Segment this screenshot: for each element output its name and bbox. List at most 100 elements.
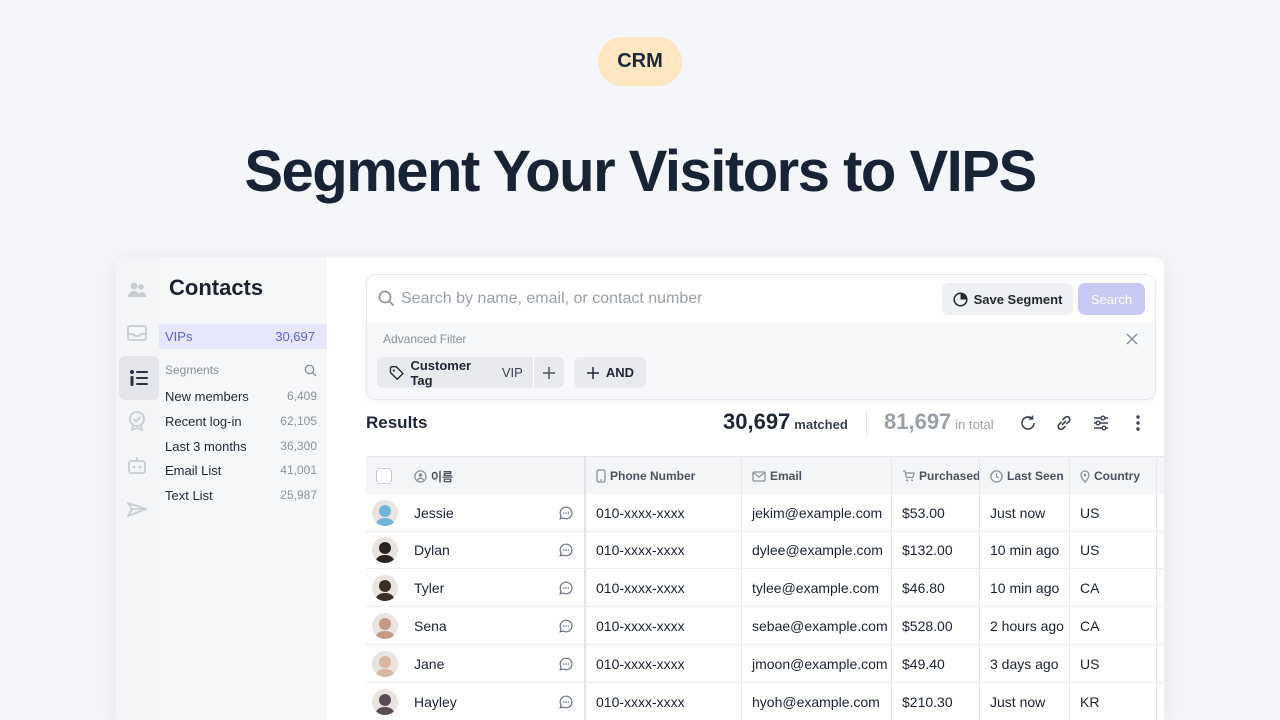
sidebar-item-vips[interactable]: VIPs 30,697 xyxy=(159,324,327,349)
search-icon xyxy=(378,290,395,307)
sidebar-item-email-list[interactable]: Email List 41,001 xyxy=(165,463,317,478)
sidebar-item-recent-log-in[interactable]: Recent log-in 62,105 xyxy=(165,414,317,429)
chat-icon[interactable] xyxy=(559,581,573,595)
plus-icon xyxy=(586,366,599,379)
contacts-icon[interactable] xyxy=(124,277,150,303)
add-and-condition-button[interactable]: AND xyxy=(574,357,646,388)
user-icon xyxy=(414,469,427,483)
total-count: 81,697 in total xyxy=(884,409,994,435)
email-cell: dylee@example.com xyxy=(752,542,883,558)
email-cell: hyoh@example.com xyxy=(752,694,880,710)
sidebar-item-label: Last 3 months xyxy=(165,439,247,454)
sidebar-item-label: Email List xyxy=(165,463,222,478)
contacts-sidebar: Contacts VIPs 30,697 Segments New member… xyxy=(159,257,327,720)
filter-chip-body[interactable]: Customer Tag VIP xyxy=(377,357,533,388)
country-cell: KR xyxy=(1080,694,1100,710)
contact-name[interactable]: Sena xyxy=(414,618,447,634)
total-number: 81,697 xyxy=(884,409,952,434)
table-row[interactable]: Tyler 010-xxxx-xxxx tylee@example.com $4… xyxy=(366,569,1164,607)
purchased-cell: $132.00 xyxy=(902,542,953,558)
crm-badge: CRM xyxy=(598,37,682,86)
save-segment-button[interactable]: Save Segment xyxy=(942,283,1073,315)
search-input[interactable] xyxy=(401,284,931,314)
purchased-cell: $210.30 xyxy=(902,694,953,710)
table-row[interactable]: Jessie 010-xxxx-xxxx jekim@example.com $… xyxy=(366,494,1164,532)
last-seen-cell: 10 min ago xyxy=(990,542,1060,558)
bot-icon[interactable] xyxy=(124,452,150,478)
add-value-button[interactable] xyxy=(532,357,564,388)
phone-cell: 010-xxxx-xxxx xyxy=(596,694,685,710)
clock-icon xyxy=(990,469,1003,483)
advanced-filter: Advanced Filter Customer Tag VIP AND xyxy=(367,323,1155,399)
purchased-cell: $53.00 xyxy=(902,505,945,521)
sidebar-item-label: VIPs xyxy=(165,329,193,344)
phone-icon xyxy=(596,469,606,483)
column-label: Last Seen xyxy=(1007,469,1064,483)
inbox-icon[interactable] xyxy=(124,320,150,346)
column-header-last-seen[interactable]: Last Seen xyxy=(980,457,1064,495)
column-label: Email xyxy=(770,469,803,483)
column-header-name[interactable]: 이름 xyxy=(404,457,453,495)
send-icon[interactable] xyxy=(124,497,150,523)
sidebar-item-last-3-months[interactable]: Last 3 months 36,300 xyxy=(165,439,317,454)
search-icon[interactable] xyxy=(304,364,317,377)
sidebar-item-text-list[interactable]: Text List 25,987 xyxy=(165,488,317,503)
close-icon[interactable] xyxy=(1125,332,1139,346)
select-all-checkbox[interactable] xyxy=(376,468,392,484)
search-bar: Save Segment Search xyxy=(367,275,1155,323)
sidebar-title: Contacts xyxy=(169,275,264,300)
sidebar-item-count: 30,697 xyxy=(275,329,315,344)
avatar xyxy=(372,613,398,639)
avatar xyxy=(372,537,398,563)
chat-icon[interactable] xyxy=(559,619,573,633)
column-header-country[interactable]: Country xyxy=(1070,457,1140,495)
icon-rail xyxy=(116,257,159,720)
filter-settings-icon[interactable] xyxy=(1091,413,1111,433)
contact-name[interactable]: Dylan xyxy=(414,542,450,558)
contact-name[interactable]: Jessie xyxy=(414,505,454,521)
crm-app-window: Contacts VIPs 30,697 Segments New member… xyxy=(116,257,1164,720)
pie-chart-icon xyxy=(953,291,968,307)
segments-header: Segments xyxy=(165,363,317,377)
save-segment-label: Save Segment xyxy=(973,291,1063,307)
badge-check-icon[interactable] xyxy=(124,408,150,434)
link-icon[interactable] xyxy=(1054,413,1074,433)
column-header-purchased[interactable]: Purchased xyxy=(892,457,980,495)
email-cell: jekim@example.com xyxy=(752,505,883,521)
chat-icon[interactable] xyxy=(559,695,573,709)
column-header-phone[interactable]: Phone Number xyxy=(586,457,695,495)
refresh-icon[interactable] xyxy=(1018,413,1038,433)
plus-icon xyxy=(542,366,555,379)
sidebar-item-count: 41,001 xyxy=(280,463,317,477)
phone-cell: 010-xxxx-xxxx xyxy=(596,656,685,672)
filter-chip-label: Customer Tag xyxy=(410,357,472,388)
column-label: Country xyxy=(1094,469,1140,483)
phone-cell: 010-xxxx-xxxx xyxy=(596,580,685,596)
and-label: AND xyxy=(605,365,635,380)
contact-name[interactable]: Hayley xyxy=(414,694,457,710)
column-label: 이름 xyxy=(431,469,454,484)
location-pin-icon xyxy=(1080,469,1090,483)
country-cell: CA xyxy=(1080,580,1100,596)
customer-tag-filter-chip[interactable]: Customer Tag VIP xyxy=(377,357,564,388)
list-icon[interactable] xyxy=(119,356,159,400)
table-row[interactable]: Dylan 010-xxxx-xxxx dylee@example.com $1… xyxy=(366,531,1164,569)
search-button[interactable]: Search xyxy=(1078,283,1145,315)
table-row[interactable]: Sena 010-xxxx-xxxx sebae@example.com $52… xyxy=(366,607,1164,645)
more-options-icon[interactable] xyxy=(1128,413,1148,433)
phone-cell: 010-xxxx-xxxx xyxy=(596,542,685,558)
phone-cell: 010-xxxx-xxxx xyxy=(596,618,685,634)
contact-name[interactable]: Jane xyxy=(414,656,445,672)
avatar xyxy=(372,651,398,677)
column-header-email[interactable]: Email xyxy=(742,457,802,495)
table-row[interactable]: Jane 010-xxxx-xxxx jmoon@example.com $49… xyxy=(366,645,1164,683)
contact-name[interactable]: Tyler xyxy=(414,580,445,596)
chat-icon[interactable] xyxy=(559,543,573,557)
email-cell: tylee@example.com xyxy=(752,580,880,596)
table-row[interactable]: Hayley 010-xxxx-xxxx hyoh@example.com $2… xyxy=(366,683,1164,720)
chat-icon[interactable] xyxy=(559,506,573,520)
sidebar-item-new-members[interactable]: New members 6,409 xyxy=(165,389,317,404)
last-seen-cell: 2 hours ago xyxy=(990,618,1064,634)
chat-icon[interactable] xyxy=(559,657,573,671)
matched-count: 30,697 matched xyxy=(723,409,848,435)
